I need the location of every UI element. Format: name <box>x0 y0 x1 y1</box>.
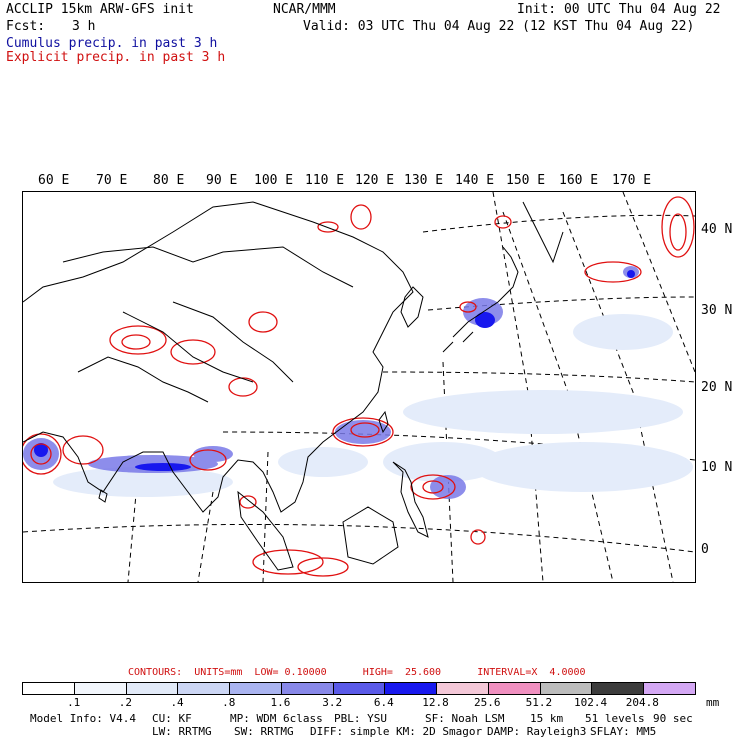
pbl-scheme: PBL: YSU <box>334 712 387 725</box>
lat-line-0 <box>23 523 695 553</box>
color-bar-swatch <box>488 683 541 694</box>
lon-line-80e <box>197 491 214 582</box>
precip-map <box>22 191 696 583</box>
sri-lanka <box>98 489 108 503</box>
light-precip <box>53 314 693 497</box>
lon-label: 110 E <box>305 173 345 188</box>
color-bar-label: 51.2 <box>525 696 553 709</box>
color-bar-swatch <box>644 683 695 694</box>
color-bar-label: 1.6 <box>270 696 291 709</box>
color-bar-label: 102.4 <box>574 696 608 709</box>
surface-scheme: SF: Noah LSM <box>425 712 505 725</box>
color-bar-swatch <box>385 683 438 694</box>
color-bar <box>22 682 696 695</box>
sakhalin <box>522 201 564 264</box>
color-bar-label: .8 <box>222 696 236 709</box>
surface-layer-scheme: SFLAY: MM5 <box>590 725 657 738</box>
color-bar-swatch <box>540 683 593 694</box>
lat-label: 40 N <box>701 222 733 237</box>
color-bar-swatch <box>437 683 489 694</box>
sumatra <box>237 490 294 571</box>
lat-label: 0 <box>701 542 709 557</box>
lon-line-140e <box>492 192 544 582</box>
color-bar-swatch <box>333 683 386 694</box>
lat-label: 20 N <box>701 380 733 395</box>
color-bar-label: 12.8 <box>422 696 449 709</box>
china-border <box>62 246 354 383</box>
lon-label: 80 E <box>153 173 185 188</box>
color-bar-label: .1 <box>67 696 81 709</box>
color-bar-swatch <box>281 683 334 694</box>
lat-line-20n <box>382 371 695 383</box>
color-bar-label: .2 <box>118 696 132 709</box>
color-bar-swatch <box>126 683 179 694</box>
color-bar-swatch <box>74 683 127 694</box>
lon-label: 150 E <box>506 173 546 188</box>
explicit-legend-label: Explicit precip. in past 3 h <box>6 50 226 65</box>
forecast-label: Fcst: <box>6 19 46 34</box>
explicit-precip <box>23 196 695 577</box>
cumulus-scheme: CU: KF <box>152 712 192 725</box>
lon-label: 100 E <box>254 173 294 188</box>
color-bar-swatch <box>592 683 645 694</box>
eddy-scheme: KM: 2D Smagor <box>396 725 483 738</box>
cumulus-legend-label: Cumulus precip. in past 3 h <box>6 36 218 51</box>
lat-label: 10 N <box>701 460 733 475</box>
lon-line-90e <box>262 451 269 582</box>
longwave-scheme: LW: RRTMG <box>152 725 212 738</box>
asia-coast <box>23 201 414 513</box>
borneo <box>342 506 399 565</box>
lon-label: 130 E <box>404 173 444 188</box>
valid-time: Valid: 03 UTC Thu 04 Aug 22 (12 KST Thu … <box>303 19 695 34</box>
philippines <box>392 461 429 538</box>
grid-spacing: 15 km <box>530 712 564 725</box>
damping-scheme: DAMP: Rayleigh3 <box>487 725 587 738</box>
lon-label: 60 E <box>38 173 70 188</box>
color-bar-unit: mm <box>706 696 720 709</box>
japan <box>442 246 519 353</box>
microphysics-scheme: MP: WDM 6class <box>230 712 323 725</box>
lon-label: 90 E <box>206 173 238 188</box>
lon-label: 160 E <box>559 173 599 188</box>
center-name: NCAR/MMM <box>273 2 336 17</box>
lon-label: 70 E <box>96 173 128 188</box>
lon-line-160e <box>562 211 674 582</box>
graticule <box>23 192 695 582</box>
model-info: Model Info: V4.4 <box>30 712 136 725</box>
vertical-levels: 51 levels <box>585 712 645 725</box>
diffusion-scheme: DIFF: simple <box>310 725 390 738</box>
forecast-value: 3 h <box>72 19 96 34</box>
color-bar-swatch <box>23 683 75 694</box>
korea <box>400 286 424 328</box>
lon-label: 140 E <box>455 173 495 188</box>
lat-label: 30 N <box>701 303 733 318</box>
color-bar-label: 25.6 <box>473 696 501 709</box>
lon-label: 120 E <box>355 173 395 188</box>
color-bar-label: .4 <box>170 696 184 709</box>
contour-info: CONTOURS: UNITS=mm LOW= 0.10000 HIGH= 25… <box>128 667 586 678</box>
color-bar-label: 204.8 <box>625 696 659 709</box>
india-border <box>77 356 209 403</box>
init-time: Init: 00 UTC Thu 04 Aug 22 <box>517 2 721 17</box>
color-bar-swatch <box>178 683 231 694</box>
coastlines <box>23 201 564 571</box>
lat-line-40n <box>422 214 695 233</box>
lon-label: 170 E <box>612 173 652 188</box>
color-bar-label: 3.2 <box>322 696 343 709</box>
model-title: ACCLIP 15km ARW-GFS init <box>6 2 194 17</box>
taiwan <box>378 410 389 434</box>
color-bar-swatch <box>230 683 282 694</box>
color-bar-label: 6.4 <box>373 696 394 709</box>
time-step: 90 sec <box>653 712 693 725</box>
shortwave-scheme: SW: RRTMG <box>234 725 294 738</box>
cumulus-precip-heavy <box>34 270 635 471</box>
